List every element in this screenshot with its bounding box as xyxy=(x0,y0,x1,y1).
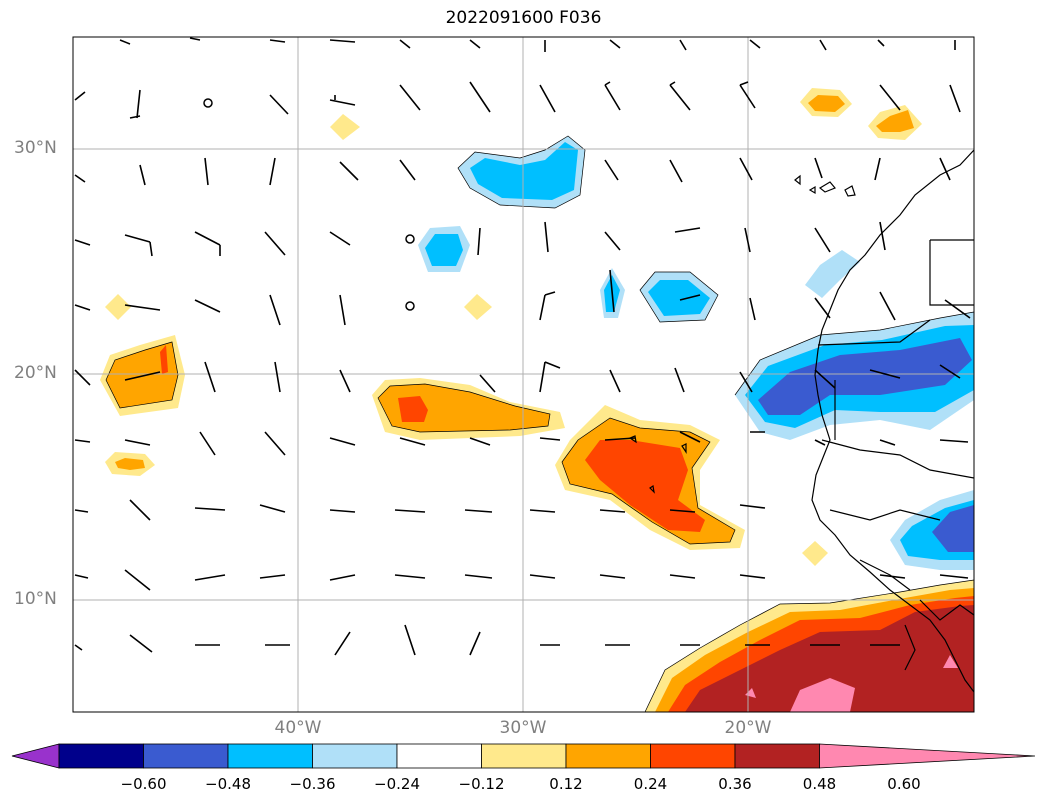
capeverde-1 xyxy=(628,435,637,444)
colorbar-swatch xyxy=(58,743,144,769)
border-6 xyxy=(859,559,911,591)
colorbar-tick-label: 0.48 xyxy=(802,775,837,793)
canary-2 xyxy=(808,185,816,195)
colorbar-extend-right xyxy=(819,743,1036,769)
contour-fill-orange-west-small xyxy=(115,458,145,470)
wind-barb xyxy=(74,81,961,119)
colorbar-swatch xyxy=(481,743,567,769)
wind-barb xyxy=(74,157,951,186)
calm-circle xyxy=(405,301,415,311)
contour-line-south xyxy=(644,579,974,712)
wind-barb xyxy=(74,269,971,326)
contour-fill-yellow-dot-2 xyxy=(330,114,360,140)
border-7 xyxy=(919,599,974,621)
border-5 xyxy=(829,509,941,521)
colorbar-swatch xyxy=(396,743,482,769)
wind-barb xyxy=(74,361,961,393)
contour-fill-yellow-dot-3 xyxy=(464,294,492,320)
contour-fill-red-l xyxy=(585,440,705,532)
colorbar-tick-label: −0.60 xyxy=(120,775,167,793)
latitude-label-30n: 30°N xyxy=(14,138,57,158)
contour-line-central xyxy=(377,383,551,433)
colorbar-extend-left xyxy=(11,743,60,769)
plot-title: 2022091600 F036 xyxy=(445,8,602,28)
contour-line-east-blue xyxy=(734,311,974,396)
colorbar-tick-label: 0.24 xyxy=(633,775,668,793)
colorbar-swatch xyxy=(143,743,229,769)
coastlines xyxy=(628,149,974,693)
longitude-label-20w: 20°W xyxy=(724,718,772,738)
contour-fill-pink-south-1 xyxy=(790,678,855,712)
colorbar-swatch xyxy=(312,743,398,769)
colorbar-tick-label: 0.12 xyxy=(549,775,583,793)
capeverde-2 xyxy=(649,484,655,494)
gridlines xyxy=(73,37,974,712)
colorbar-swatch xyxy=(734,743,820,769)
capeverde-3 xyxy=(681,443,687,454)
wind-barbs xyxy=(74,37,971,656)
contour-fill-royal-east xyxy=(758,338,972,415)
colorbar xyxy=(11,743,1036,769)
canary-1 xyxy=(794,174,801,186)
map-frame xyxy=(72,36,975,713)
contour-fill-orange-ne-2 xyxy=(876,110,914,132)
border-8 xyxy=(904,624,916,671)
contour-line-north-blue xyxy=(457,135,586,209)
wind-barb xyxy=(74,569,969,591)
colorbar-tick-label: 0.36 xyxy=(718,775,752,793)
wind-barb xyxy=(74,499,766,521)
border-3 xyxy=(817,319,931,346)
border-2 xyxy=(929,240,974,306)
contour-fill-yellow-dot-4 xyxy=(802,541,828,566)
contour-fill-blue-north xyxy=(470,142,578,200)
wind-barb xyxy=(119,37,956,52)
wind-barb xyxy=(74,431,969,456)
filled-contours xyxy=(100,88,974,712)
latitude-label-10n: 10°N xyxy=(14,589,57,609)
contour-fill-lightblue-mid4 xyxy=(805,250,860,298)
contour-fill-blue-mid2 xyxy=(648,280,710,316)
contour-line-west xyxy=(105,341,179,409)
colorbar-tick-label: −0.12 xyxy=(458,775,505,793)
contour-lines xyxy=(105,135,974,712)
longitude-label-30w: 30°W xyxy=(499,718,547,738)
contour-fill-red-central xyxy=(398,396,428,422)
contour-fill-orange-ne-1 xyxy=(808,95,845,112)
colorbar-swatch xyxy=(227,743,313,769)
calm-circle xyxy=(203,98,213,108)
colorbar-tick-label: −0.48 xyxy=(205,775,251,793)
border-4 xyxy=(821,439,974,479)
contour-fill-blue-mid1 xyxy=(425,234,463,266)
wind-barb xyxy=(74,624,900,656)
colorbar-tick-label: −0.24 xyxy=(374,775,420,793)
colorbar-tick-label: 0.60 xyxy=(887,775,921,793)
contour-fill-red-west xyxy=(160,345,168,374)
contour-fill-pink-south-2 xyxy=(943,655,958,668)
canary-4 xyxy=(844,185,856,197)
calm-markers xyxy=(203,98,415,311)
contour-fill-yellow-dot-1 xyxy=(105,294,131,320)
latitude-label-20n: 20°N xyxy=(14,363,57,383)
colorbar-tick-label: −0.36 xyxy=(289,775,336,793)
wind-barb xyxy=(74,221,886,257)
africa-coastline xyxy=(811,149,974,693)
contour-line-l xyxy=(561,417,736,545)
contour-line-mid2 xyxy=(639,271,719,323)
canary-3 xyxy=(818,181,836,193)
contour-fill-darkred-south xyxy=(685,605,974,712)
calm-circle xyxy=(405,234,415,244)
colorbar-swatch xyxy=(650,743,736,769)
contour-fill-orange-west xyxy=(106,342,178,408)
colorbar-swatch xyxy=(565,743,651,769)
longitude-label-40w: 40°W xyxy=(274,718,322,738)
contour-fill-royal-se xyxy=(932,505,974,552)
